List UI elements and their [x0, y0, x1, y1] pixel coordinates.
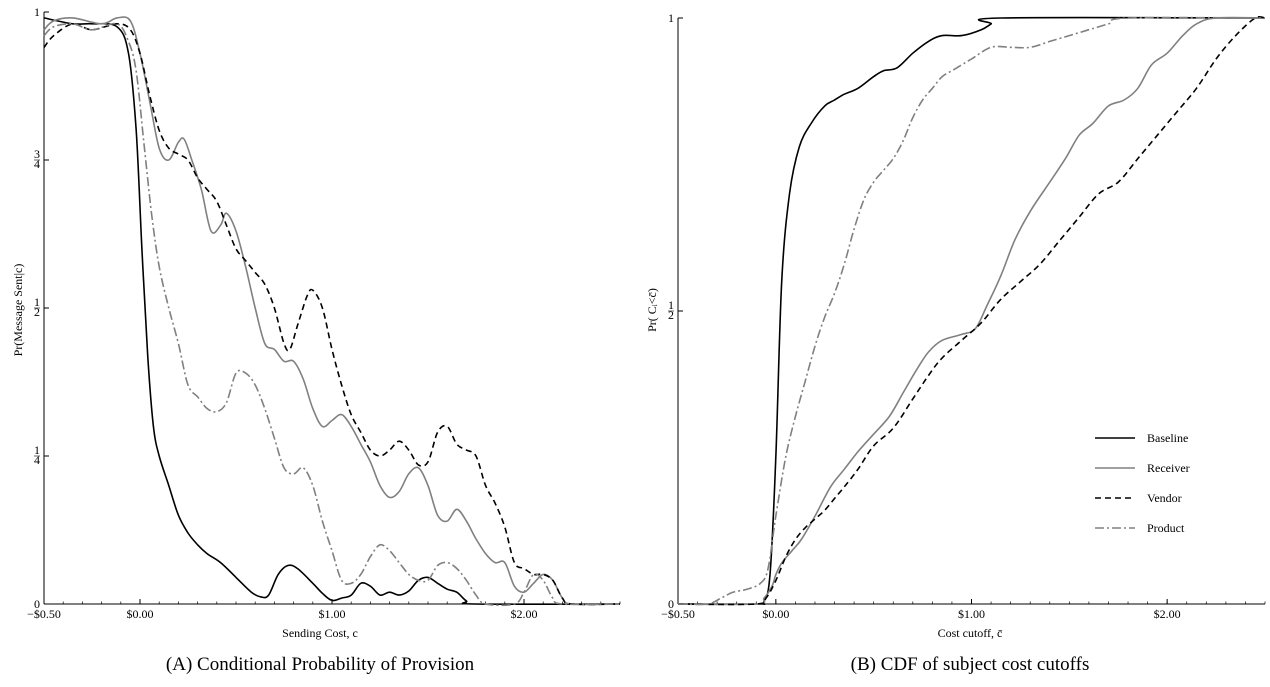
- x-tick-label: −$0.50: [27, 607, 61, 621]
- x-tick-label: $0.00: [762, 607, 789, 621]
- panel-a-y-axis-title: Pr(Message Sent|c): [11, 264, 25, 357]
- y-tick-label: 1: [34, 5, 40, 19]
- series-line-receiver: [677, 16, 1266, 606]
- y-tick-numerator: 1: [34, 443, 40, 457]
- series-line-baseline: [677, 16, 1266, 606]
- panel-a-x-axis-title: Sending Cost, c: [282, 626, 358, 640]
- y-tick-label: 0: [34, 597, 40, 611]
- series-line-product: [43, 22, 621, 607]
- series-line-product: [677, 16, 1266, 606]
- series-line-vendor: [43, 22, 621, 606]
- panel-b-y-axis-title: Pr( Cᵢ<c̄): [645, 288, 659, 332]
- series-line-receiver: [43, 16, 621, 606]
- legend-label-vendor: Vendor: [1147, 491, 1182, 505]
- x-tick-label: $2.00: [1154, 607, 1181, 621]
- y-tick-label: 12: [668, 298, 674, 322]
- panel-b-series: [677, 15, 1266, 606]
- x-tick-label: $1.00: [319, 607, 346, 621]
- panel-b-x-axis-title: Cost cutoff, c̄: [938, 626, 1003, 640]
- y-tick-numerator: 1: [34, 295, 40, 309]
- y-tick-numerator: 1: [668, 298, 674, 312]
- y-tick-label: 14: [34, 443, 40, 467]
- legend-label-product: Product: [1147, 521, 1185, 535]
- y-tick-denominator: 2: [34, 305, 40, 319]
- x-tick-label: $0.00: [127, 607, 154, 621]
- y-tick-denominator: 2: [668, 308, 674, 322]
- legend-label-receiver: Receiver: [1147, 461, 1190, 475]
- y-tick-label: 34: [34, 147, 40, 171]
- legend-label-baseline: Baseline: [1147, 431, 1188, 445]
- panel-a-caption: (A) Conditional Probability of Provision: [166, 654, 475, 675]
- x-tick-label: $2.00: [511, 607, 538, 621]
- y-tick-label: 0: [668, 597, 674, 611]
- y-tick-numerator: 3: [34, 147, 40, 161]
- series-line-vendor: [677, 15, 1266, 606]
- series-line-baseline: [43, 17, 621, 606]
- panel-b-caption: (B) CDF of subject cost cutoffs: [851, 654, 1090, 675]
- y-tick-denominator: 4: [34, 157, 40, 171]
- y-tick-label: 1: [668, 11, 674, 25]
- panel-a-series: [43, 16, 621, 607]
- x-tick-label: $1.00: [958, 607, 985, 621]
- y-tick-denominator: 4: [34, 453, 40, 467]
- x-tick-label: −$0.50: [661, 607, 695, 621]
- panel-b-legend: Baseline Receiver Vendor Product: [1095, 431, 1190, 535]
- y-tick-label: 12: [34, 295, 40, 319]
